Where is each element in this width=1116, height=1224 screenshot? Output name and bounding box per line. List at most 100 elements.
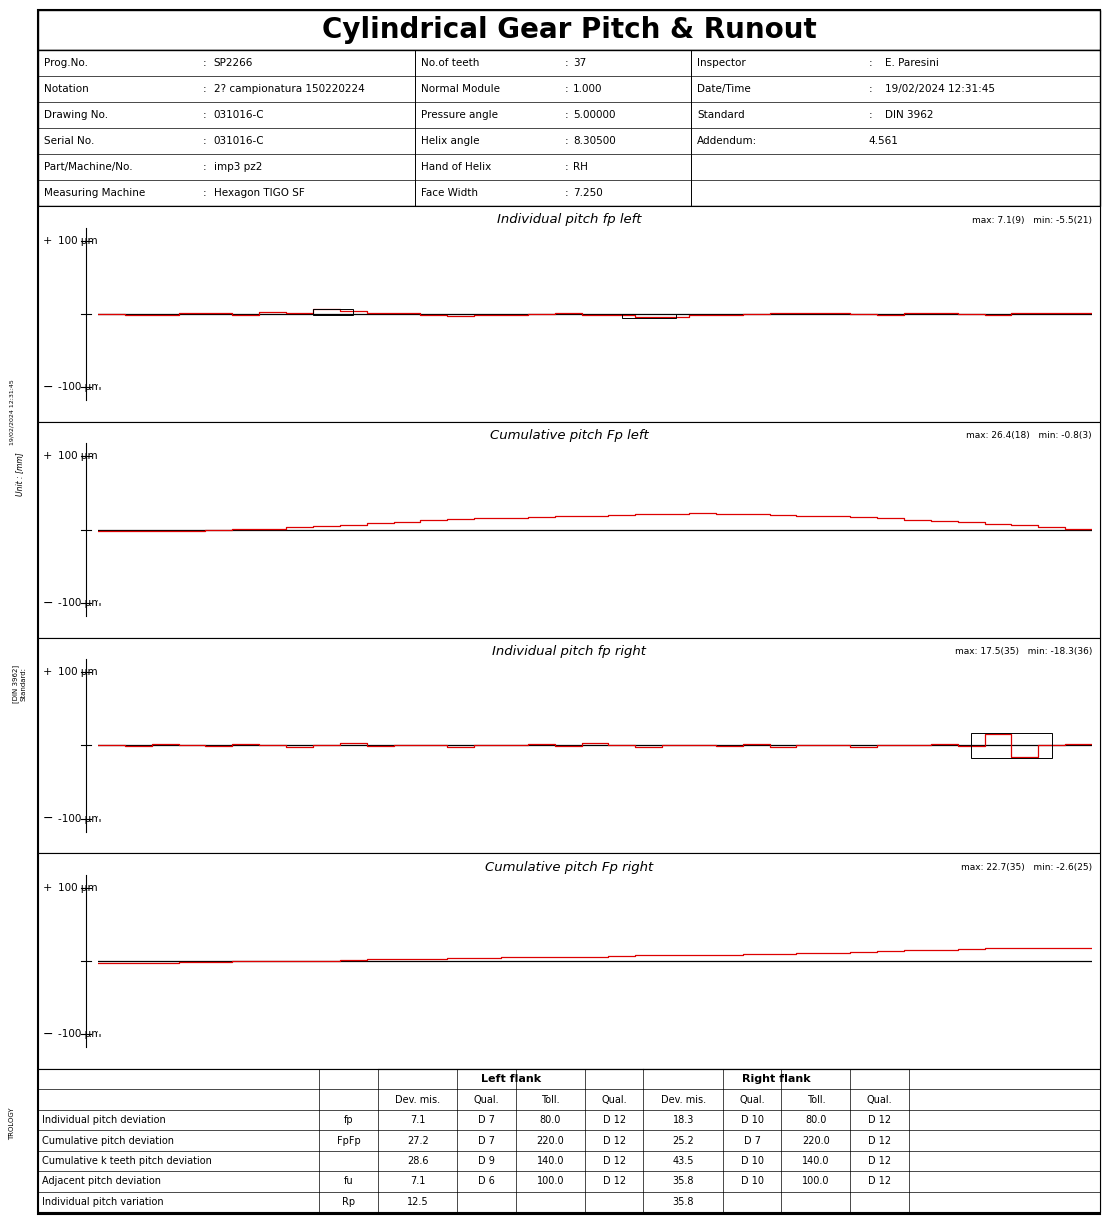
Text: 031016-C: 031016-C <box>213 110 264 120</box>
Text: 7.250: 7.250 <box>573 188 603 198</box>
Text: :: : <box>202 162 206 173</box>
Text: DIN 3962: DIN 3962 <box>885 110 934 120</box>
Text: imp3 pz2: imp3 pz2 <box>213 162 262 173</box>
Text: 100.0: 100.0 <box>802 1176 829 1186</box>
Text: Toll.: Toll. <box>807 1094 825 1104</box>
Text: Individual pitch deviation: Individual pitch deviation <box>42 1115 166 1125</box>
Text: Left flank: Left flank <box>481 1075 540 1084</box>
Text: :: : <box>202 188 206 198</box>
Text: max: 22.7(35)   min: -2.6(25): max: 22.7(35) min: -2.6(25) <box>961 863 1091 871</box>
Text: Dev. mis.: Dev. mis. <box>395 1094 440 1104</box>
Text: [DIN 3962]: [DIN 3962] <box>12 665 19 703</box>
Bar <box>971 733 1051 758</box>
Text: :: : <box>202 84 206 94</box>
Text: :: : <box>202 58 206 69</box>
Text: 1.000: 1.000 <box>573 84 603 94</box>
Text: 031016-C: 031016-C <box>213 136 264 146</box>
Text: Cylindrical Gear Pitch & Runout: Cylindrical Gear Pitch & Runout <box>321 16 817 44</box>
Text: Face Width: Face Width <box>421 188 478 198</box>
Text: fu: fu <box>344 1176 354 1186</box>
Text: −: − <box>44 596 54 610</box>
Text: 25.2: 25.2 <box>672 1136 694 1146</box>
Text: No.of teeth: No.of teeth <box>421 58 480 69</box>
Text: D 10: D 10 <box>741 1176 763 1186</box>
Text: D 12: D 12 <box>868 1155 892 1166</box>
Text: 12.5: 12.5 <box>407 1197 429 1207</box>
Text: 4.561: 4.561 <box>869 136 898 146</box>
Text: 100 μm: 100 μm <box>58 452 97 461</box>
Text: D 9: D 9 <box>479 1155 496 1166</box>
Text: D 7: D 7 <box>478 1115 496 1125</box>
Text: :: : <box>869 84 873 94</box>
Text: 80.0: 80.0 <box>540 1115 561 1125</box>
Text: 8.30500: 8.30500 <box>573 136 616 146</box>
Bar <box>38 422 1100 638</box>
Bar <box>38 853 1100 1069</box>
Text: TROLOGY: TROLOGY <box>9 1108 15 1141</box>
Text: Inspector: Inspector <box>698 58 745 69</box>
Text: :: : <box>202 110 206 120</box>
Bar <box>38 10 1100 50</box>
Text: :: : <box>565 58 568 69</box>
Text: D 12: D 12 <box>868 1176 892 1186</box>
Text: D 12: D 12 <box>603 1176 626 1186</box>
Text: Measuring Machine: Measuring Machine <box>44 188 145 198</box>
Text: Qual.: Qual. <box>740 1094 764 1104</box>
Bar <box>38 206 1100 422</box>
Bar <box>38 1069 1100 1212</box>
Text: 2? campionatura 150220224: 2? campionatura 150220224 <box>213 84 365 94</box>
Text: Qual.: Qual. <box>867 1094 893 1104</box>
Text: Standard:: Standard: <box>21 667 27 701</box>
Text: 220.0: 220.0 <box>802 1136 830 1146</box>
Text: max: 7.1(9)   min: -5.5(21): max: 7.1(9) min: -5.5(21) <box>972 215 1091 224</box>
Text: Adjacent pitch deviation: Adjacent pitch deviation <box>42 1176 161 1186</box>
Text: Drawing No.: Drawing No. <box>44 110 108 120</box>
Text: 19/02/2024 12:31:45: 19/02/2024 12:31:45 <box>885 84 995 94</box>
Text: fp: fp <box>344 1115 354 1125</box>
Text: Rp: Rp <box>343 1197 355 1207</box>
Text: 220.0: 220.0 <box>537 1136 565 1146</box>
Text: E. Paresini: E. Paresini <box>885 58 939 69</box>
Text: 18.3: 18.3 <box>673 1115 694 1125</box>
Text: Individual pitch fp left: Individual pitch fp left <box>497 213 642 226</box>
Text: +: + <box>44 452 52 461</box>
Text: :: : <box>869 58 873 69</box>
Text: Right flank: Right flank <box>742 1075 810 1084</box>
Text: D 12: D 12 <box>868 1115 892 1125</box>
Text: Unit : [mm]: Unit : [mm] <box>16 452 25 496</box>
Text: Toll.: Toll. <box>541 1094 560 1104</box>
Text: Cumulative k teeth pitch deviation: Cumulative k teeth pitch deviation <box>42 1155 212 1166</box>
Text: :: : <box>565 162 568 173</box>
Text: Notation: Notation <box>44 84 89 94</box>
Bar <box>38 50 1100 206</box>
Text: RH: RH <box>573 162 588 173</box>
Text: Hexagon TIGO SF: Hexagon TIGO SF <box>213 188 305 198</box>
Text: 100.0: 100.0 <box>537 1176 565 1186</box>
Text: 7.1: 7.1 <box>410 1176 425 1186</box>
Text: Dev. mis.: Dev. mis. <box>661 1094 705 1104</box>
Text: D 7: D 7 <box>478 1136 496 1146</box>
Text: Addendum:: Addendum: <box>698 136 758 146</box>
Text: Date/Time: Date/Time <box>698 84 751 94</box>
Text: Qual.: Qual. <box>602 1094 627 1104</box>
Bar <box>622 315 675 318</box>
Text: 140.0: 140.0 <box>537 1155 565 1166</box>
Text: D 10: D 10 <box>741 1115 763 1125</box>
Text: Normal Module: Normal Module <box>421 84 500 94</box>
Text: :: : <box>565 110 568 120</box>
Text: 35.8: 35.8 <box>673 1197 694 1207</box>
Text: −: − <box>44 1028 54 1040</box>
Text: 28.6: 28.6 <box>407 1155 429 1166</box>
Text: Cumulative pitch deviation: Cumulative pitch deviation <box>42 1136 174 1146</box>
Text: +: + <box>44 235 52 246</box>
Text: Cumulative pitch Fp left: Cumulative pitch Fp left <box>490 430 648 442</box>
Text: D 12: D 12 <box>603 1136 626 1146</box>
Text: D 12: D 12 <box>868 1136 892 1146</box>
Text: -100 μm: -100 μm <box>58 814 102 824</box>
Text: Part/Machine/No.: Part/Machine/No. <box>44 162 133 173</box>
Text: 27.2: 27.2 <box>407 1136 429 1146</box>
Text: 100 μm: 100 μm <box>58 667 97 677</box>
Text: 5.00000: 5.00000 <box>573 110 615 120</box>
Text: max: 26.4(18)   min: -0.8(3): max: 26.4(18) min: -0.8(3) <box>966 431 1091 441</box>
Text: SP2266: SP2266 <box>213 58 253 69</box>
